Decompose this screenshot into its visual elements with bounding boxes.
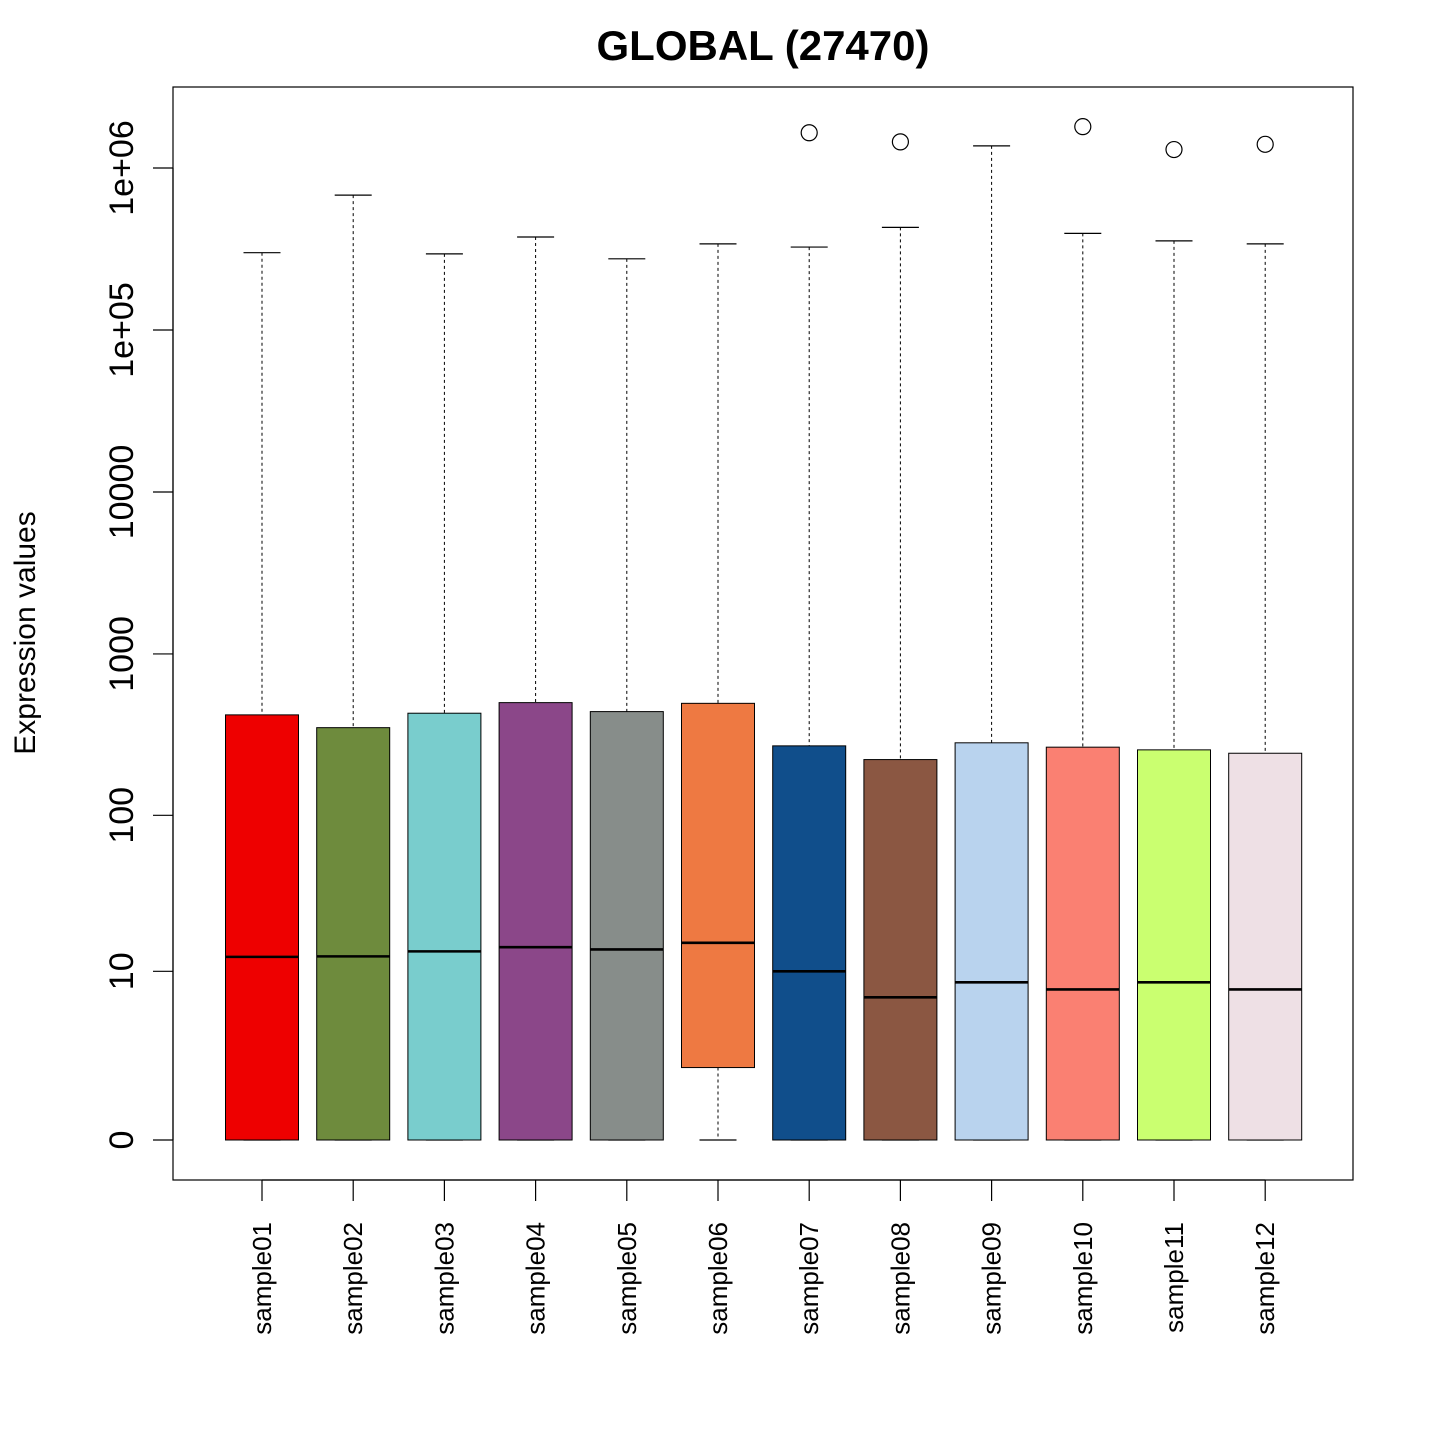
box-sample03 bbox=[407, 253, 482, 1141]
box-sample06 bbox=[681, 243, 755, 1141]
outlier-point bbox=[1256, 135, 1274, 153]
box-sample05 bbox=[589, 258, 664, 1141]
y-tick-label: 0 bbox=[103, 1131, 141, 1150]
box-body bbox=[316, 727, 391, 1141]
chart-title: GLOBAL (27470) bbox=[597, 22, 930, 69]
x-tick-label: sample03 bbox=[429, 1222, 459, 1335]
box-body bbox=[863, 759, 938, 1141]
x-tick-label: sample12 bbox=[1250, 1222, 1280, 1335]
box-sample01 bbox=[225, 252, 299, 1141]
box-body bbox=[954, 742, 1029, 1141]
y-axis-label: Expression values bbox=[9, 511, 42, 754]
y-tick-label: 1e+05 bbox=[103, 282, 141, 378]
box-body bbox=[681, 702, 755, 1069]
y-tick-label: 1000 bbox=[103, 616, 141, 692]
box-sample02 bbox=[316, 194, 391, 1141]
x-tick-label: sample09 bbox=[977, 1222, 1007, 1335]
outlier-point bbox=[800, 124, 818, 142]
box-body bbox=[1045, 746, 1120, 1141]
y-tick-label: 100 bbox=[103, 787, 141, 844]
box-sample12 bbox=[1228, 135, 1303, 1141]
box-body bbox=[498, 702, 573, 1141]
box-body bbox=[407, 712, 482, 1141]
box-body bbox=[225, 714, 299, 1141]
x-tick-label: sample05 bbox=[612, 1222, 642, 1335]
box-sample08 bbox=[863, 133, 938, 1141]
boxes-layer bbox=[225, 118, 1303, 1141]
x-axis: sample01 sample02 sample03 sample04 sample05… bbox=[247, 1179, 1280, 1335]
box-body bbox=[1137, 749, 1211, 1141]
x-tick-label: sample08 bbox=[885, 1222, 915, 1335]
box-sample10 bbox=[1045, 118, 1120, 1141]
x-tick-label: sample01 bbox=[247, 1222, 277, 1335]
box-body bbox=[772, 745, 847, 1141]
box-sample04 bbox=[498, 236, 573, 1141]
x-tick-label: sample04 bbox=[521, 1222, 551, 1335]
outlier-point bbox=[1074, 118, 1092, 136]
box-body bbox=[589, 711, 664, 1141]
box-sample07 bbox=[772, 124, 847, 1141]
y-axis: 0 10 100 1000 10000 1e+05 1e+06 bbox=[103, 120, 174, 1150]
y-tick-label: 10 bbox=[103, 952, 141, 990]
x-tick-label: sample11 bbox=[1159, 1222, 1189, 1333]
box-body bbox=[1228, 752, 1303, 1141]
outlier-point bbox=[1165, 140, 1183, 159]
box-sample11 bbox=[1137, 140, 1211, 1141]
x-tick-label: sample07 bbox=[794, 1222, 824, 1335]
outlier-point bbox=[891, 133, 910, 151]
x-tick-label: sample10 bbox=[1068, 1222, 1098, 1335]
y-tick-label: 1e+06 bbox=[103, 120, 141, 216]
x-tick-label: sample02 bbox=[338, 1222, 368, 1335]
box-sample09 bbox=[954, 145, 1029, 1141]
x-tick-label: sample06 bbox=[703, 1222, 733, 1335]
y-tick-label: 10000 bbox=[103, 445, 141, 540]
